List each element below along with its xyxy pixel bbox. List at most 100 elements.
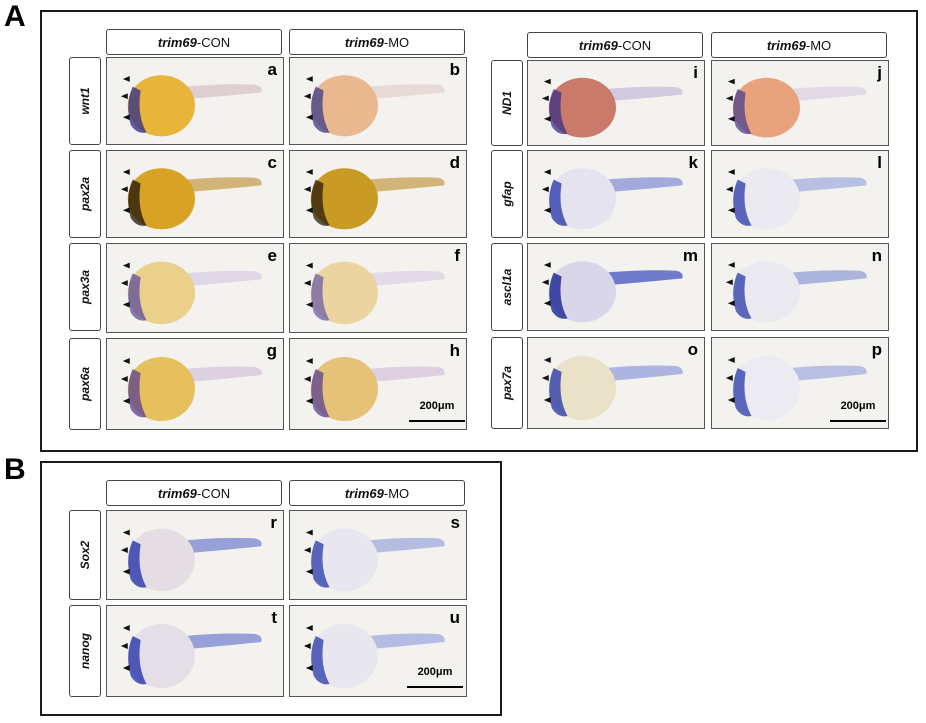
scale-bar: 200μm [409,400,465,426]
arrowhead-icon [120,643,128,649]
arrowhead-icon [303,547,311,554]
cell-letter: k [688,153,698,172]
embryo-drawing [541,168,683,230]
scale-bar-line [407,686,463,688]
embryo-drawing [541,77,683,138]
cell-letter: f [454,246,460,265]
embryo-yolk [548,168,616,230]
arrowhead-icon [727,116,735,122]
arrowhead-icon [543,207,551,214]
embryo-drawing [303,624,445,688]
embryo-yolk [127,528,195,592]
panel-label-a: A [4,0,26,33]
arrowhead-icon [305,169,313,175]
col-header-con-left: trim69 -CON [106,29,282,55]
embryo-head-stain [311,273,330,321]
micrograph: d [289,150,467,238]
row-label-text: pax2a [78,176,92,212]
embryo-head-stain [311,179,330,226]
arrowhead-icon [305,529,313,536]
row-label-nanog: nanog [69,605,101,697]
panel-a-frame [40,10,918,452]
embryo-head-stain [733,179,752,226]
micrograph: t [106,605,284,697]
arrowhead-icon [543,357,551,363]
arrowhead-icon [122,301,130,308]
embryo-drawing [725,356,867,420]
col-header-gene: trim69 [157,34,197,50]
arrowhead-icon [303,376,311,382]
micrograph: o [527,337,705,429]
cell-letter: g [266,341,277,360]
arrowhead-icon [541,95,549,102]
arrowhead-icon [305,207,313,214]
arrowhead-icon [120,376,128,382]
micrograph: h [289,338,467,430]
arrowhead-icon [725,95,733,102]
embryo-yolk [732,77,800,138]
embryo-yolk [310,75,378,137]
row-label-pax6a: pax6a [69,338,101,430]
embryo-head-stain [311,86,330,133]
col-header-suffix: -CON [617,37,652,53]
arrowhead-icon [305,358,313,364]
arrowhead-icon [305,76,313,82]
arrowhead-icon [305,398,313,404]
arrowhead-icon [120,93,128,100]
cell-letter: j [877,63,882,82]
arrowhead-icon [725,186,733,193]
row-label-pax2a: pax2a [69,150,101,238]
scale-bar-line [409,420,465,422]
arrowhead-icon [543,169,551,175]
micrograph: u [289,605,467,697]
row-label-gfap: gfap [491,150,523,238]
arrowhead-icon [541,186,549,193]
embryo-drawing [120,261,262,325]
embryo-yolk [127,168,195,230]
micrograph: l [711,150,889,238]
cell-letter: b [449,60,460,79]
micrograph: a [106,57,284,145]
arrowhead-icon [120,280,128,287]
col-header-mo-left: trim69 -MO [289,29,465,55]
arrowhead-icon [303,643,311,649]
col-header-suffix: -CON [196,485,231,501]
embryo-head-stain [733,272,752,319]
embryo-yolk [310,624,378,688]
cell-letter: l [877,153,882,172]
embryo-head-stain [311,540,330,588]
embryo-yolk [127,357,195,421]
embryo-drawing [725,168,867,230]
arrowhead-icon [305,262,313,269]
micrograph: e [106,243,284,333]
cell-letter: o [687,340,698,359]
row-label-nd1: ND1 [491,60,523,146]
arrowhead-icon [305,665,313,671]
arrowhead-icon [727,207,735,214]
row-label-text: pax6a [78,366,92,402]
arrowhead-icon [122,262,130,269]
embryo-drawing [120,624,262,688]
arrowhead-icon [727,169,735,175]
embryo-head-stain [128,369,147,418]
embryo-yolk [548,356,616,420]
arrowhead-icon [541,279,549,286]
col-header-suffix: -MO [383,485,410,501]
row-label-text: ND1 [500,90,514,116]
cell-letter: m [682,246,698,265]
embryo-yolk [310,528,378,592]
row-label-pax7a: pax7a [491,337,523,429]
embryo-yolk [548,261,616,323]
arrowhead-icon [725,279,733,286]
col-header-gene: trim69 [157,485,197,501]
scale-bar-line [830,420,886,422]
arrowhead-icon [305,114,313,121]
arrowhead-icon [120,547,128,554]
embryo-head-stain [549,272,568,319]
embryo-drawing [541,356,683,420]
embryo-yolk [732,168,800,230]
micrograph: k [527,150,705,238]
cell-letter: i [693,63,698,82]
arrowhead-icon [543,116,551,122]
embryo-head-stain [128,540,147,588]
